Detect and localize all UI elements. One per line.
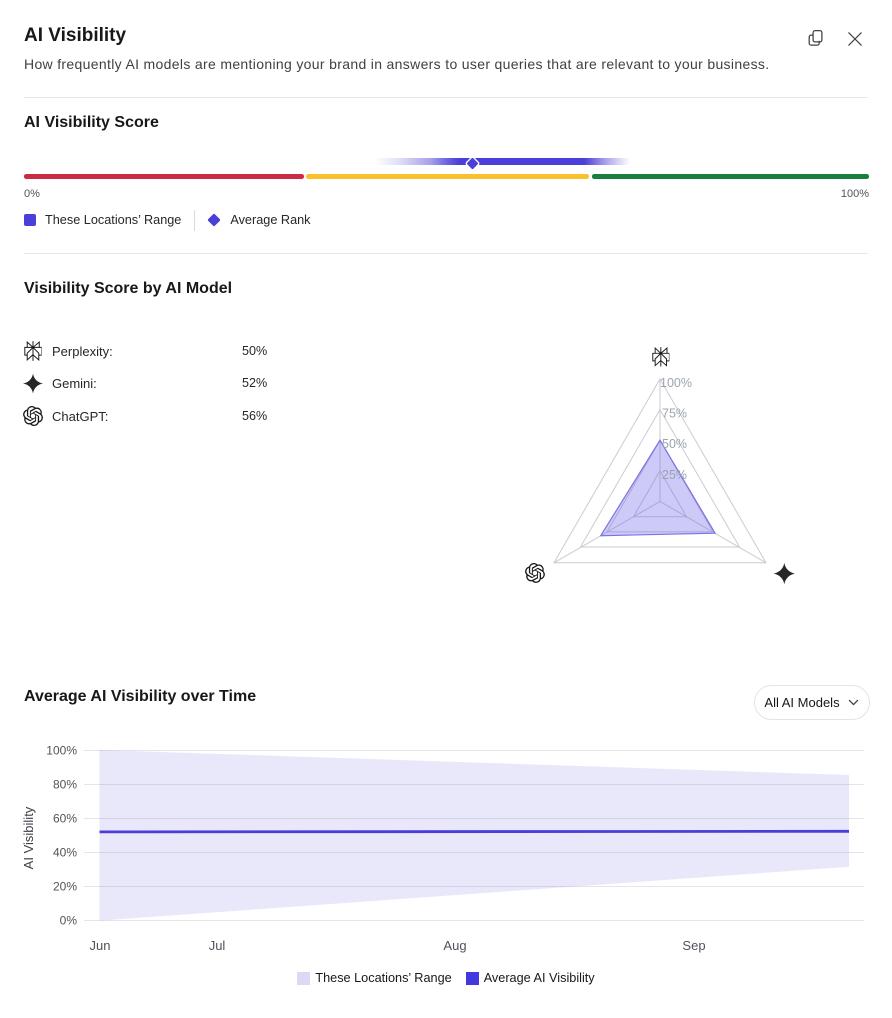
svg-text:100%: 100% — [660, 376, 692, 390]
svg-text:40%: 40% — [53, 846, 77, 860]
svg-text:Jul: Jul — [209, 938, 226, 953]
svg-text:AI Visibility: AI Visibility — [21, 806, 36, 869]
svg-text:50%: 50% — [662, 437, 687, 451]
svg-text:75%: 75% — [662, 407, 687, 421]
svg-text:60%: 60% — [53, 812, 77, 826]
svg-text:Jun: Jun — [90, 938, 111, 953]
svg-text:100%: 100% — [46, 744, 77, 758]
svg-text:25%: 25% — [662, 468, 687, 482]
svg-text:0%: 0% — [60, 914, 78, 928]
svg-text:Aug: Aug — [443, 938, 466, 953]
svg-text:Sep: Sep — [682, 938, 705, 953]
svg-text:80%: 80% — [53, 778, 77, 792]
svg-text:20%: 20% — [53, 880, 77, 894]
